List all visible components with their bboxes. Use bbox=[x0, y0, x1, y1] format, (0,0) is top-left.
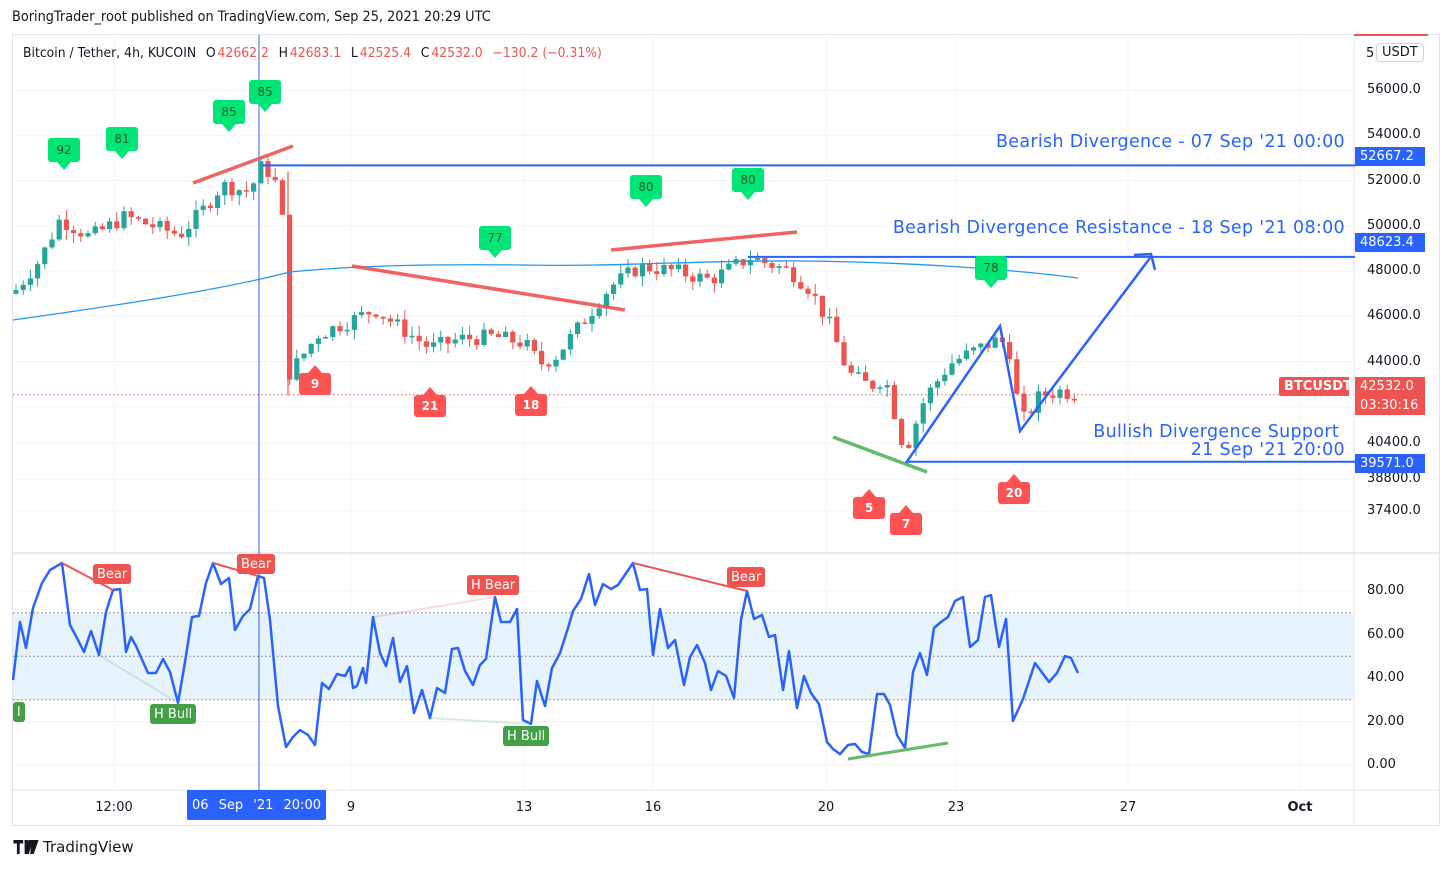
time-tick: 27 bbox=[1119, 800, 1137, 815]
price-tick: 38800.0 bbox=[1367, 471, 1421, 487]
close-value: 42532.0 bbox=[431, 45, 483, 61]
oversold-count-marker: 21 bbox=[414, 387, 446, 417]
time-tick: 23 bbox=[947, 800, 965, 815]
rsi-tick: 20.00 bbox=[1367, 713, 1405, 729]
oversold-count-marker: 20 bbox=[998, 474, 1030, 504]
price-tick: 40400.0 bbox=[1367, 435, 1421, 450]
high-value: 42683.1 bbox=[289, 45, 342, 61]
bearish-resistance-price-tag: 48623.4 bbox=[1355, 233, 1425, 252]
bearish-divergence-label[interactable]: Bearish Divergence - 07 Sep '21 00:00 bbox=[995, 132, 1345, 152]
oversold-count-marker: 9 bbox=[299, 365, 331, 395]
overbought-count-marker: 78 bbox=[975, 256, 1007, 288]
rsi-bull-label: l bbox=[13, 702, 25, 722]
overbought-count-marker: 85 bbox=[213, 100, 245, 132]
time-tick: 13 bbox=[515, 800, 533, 815]
overbought-count-marker: 81 bbox=[106, 127, 138, 159]
rsi-tick: 60.00 bbox=[1367, 626, 1405, 642]
change-value: −130.2 (−0.31%) bbox=[492, 45, 602, 61]
current-price-tag: 42532.0 bbox=[1355, 377, 1425, 396]
currency-button[interactable]: USDT bbox=[1376, 43, 1424, 62]
rsi-tick: 80.00 bbox=[1367, 583, 1405, 598]
overbought-count-marker: 77 bbox=[479, 226, 511, 258]
time-tick: 16 bbox=[644, 800, 662, 815]
open-value: 42662.2 bbox=[217, 45, 269, 61]
price-tick: 54000.0 bbox=[1367, 127, 1421, 143]
symbol-title[interactable]: Bitcoin / Tether, 4h, KUCOIN bbox=[23, 45, 197, 61]
publish-info: BoringTrader_root published on TradingVi… bbox=[12, 9, 491, 25]
rsi-tick: 40.00 bbox=[1367, 670, 1405, 685]
candle-countdown: 03:30:16 bbox=[1355, 396, 1425, 415]
oversold-count-marker: 5 bbox=[853, 489, 885, 519]
rsi-bull-label: H Bull bbox=[150, 704, 197, 724]
time-tick: 9 bbox=[346, 800, 356, 815]
oversold-count-marker: 7 bbox=[890, 505, 922, 535]
tradingview-icon bbox=[13, 840, 39, 854]
rsi-tick: 0.00 bbox=[1367, 757, 1396, 772]
rsi-bear-label: Bear bbox=[237, 554, 276, 574]
rsi-bear-label: Bear bbox=[93, 564, 132, 584]
price-tick: 48000.0 bbox=[1367, 263, 1421, 279]
price-tick: 44000.0 bbox=[1367, 353, 1421, 369]
time-tick: 20 bbox=[817, 800, 835, 815]
rsi-bear-label: H Bear bbox=[467, 575, 520, 595]
price-tick: 50000.0 bbox=[1367, 217, 1421, 233]
time-tick: 12:00 bbox=[95, 800, 133, 815]
time-tick: Oct bbox=[1287, 800, 1313, 815]
price-tick: 46000.0 bbox=[1367, 308, 1421, 324]
bullish-support-label-1[interactable]: Bullish Divergence Support bbox=[1093, 422, 1339, 442]
bearish-divergence-price-tag: 52667.2 bbox=[1355, 147, 1425, 166]
price-tick: 52000.0 bbox=[1367, 172, 1421, 188]
tradingview-logo[interactable]: TradingView bbox=[13, 838, 134, 856]
bullish-support-label-2[interactable]: 21 Sep '21 20:00 bbox=[1190, 440, 1345, 460]
overbought-count-marker: 80 bbox=[630, 175, 662, 207]
bullish-support-price-tag: 39571.0 bbox=[1355, 454, 1425, 473]
bearish-resistance-label[interactable]: Bearish Divergence Resistance - 18 Sep '… bbox=[892, 218, 1345, 238]
price-tick: 56000.0 bbox=[1367, 82, 1421, 97]
rsi-bull-label: H Bull bbox=[503, 726, 550, 746]
symbol-tag: BTCUSDT bbox=[1279, 377, 1352, 396]
rsi-bear-label: Bear bbox=[727, 567, 766, 587]
low-value: 42525.4 bbox=[359, 45, 412, 61]
price-tick: 37400.0 bbox=[1367, 502, 1421, 518]
oversold-count-marker: 18 bbox=[515, 386, 547, 416]
overbought-count-marker: 92 bbox=[48, 138, 80, 170]
brand-name: TradingView bbox=[43, 838, 134, 856]
price-axis-top-partial: 5 bbox=[1366, 46, 1375, 61]
crosshair-time-label: 06 Sep '21 20:00 bbox=[187, 790, 326, 820]
overbought-count-marker: 80 bbox=[732, 168, 764, 200]
chart-frame bbox=[12, 34, 1440, 826]
overbought-count-marker: 85 bbox=[249, 80, 281, 112]
